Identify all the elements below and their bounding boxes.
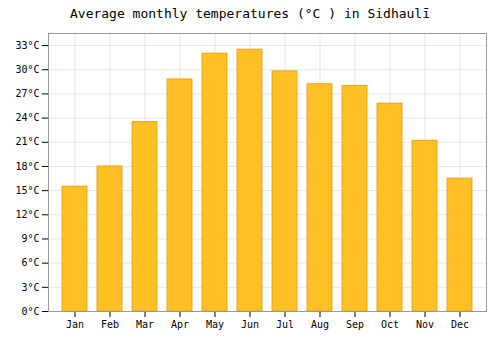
svg-text:May: May bbox=[206, 319, 224, 330]
html-text:Average monthly temperatures (: Average monthly temperatures (°C ) in Si… bbox=[70, 6, 430, 21]
svg-text:15°C: 15°C bbox=[15, 185, 39, 196]
svg-text:Nov: Nov bbox=[416, 319, 434, 330]
svg-text:Oct: Oct bbox=[381, 319, 399, 330]
svg-text:0°C: 0°C bbox=[21, 306, 39, 317]
svg-text:Apr: Apr bbox=[171, 319, 189, 330]
svg-text:3°C: 3°C bbox=[21, 282, 39, 293]
svg-text:9°C: 9°C bbox=[21, 233, 39, 244]
svg-text:Aug: Aug bbox=[311, 319, 329, 330]
svg-text:Mar: Mar bbox=[136, 319, 154, 330]
svg-text:Jun: Jun bbox=[241, 319, 259, 330]
svg-text:Jan: Jan bbox=[66, 319, 84, 330]
svg-text:Feb: Feb bbox=[101, 319, 119, 330]
svg-text:12°C: 12°C bbox=[15, 209, 39, 220]
svg-text:33°C: 33°C bbox=[15, 40, 39, 51]
svg-text:6°C: 6°C bbox=[21, 257, 39, 268]
svg-text:Jul: Jul bbox=[276, 319, 294, 330]
svg-text:Dec: Dec bbox=[451, 319, 469, 330]
svg-text:21°C: 21°C bbox=[15, 136, 39, 147]
svg-text:Sep: Sep bbox=[346, 319, 364, 330]
svg-text:18°C: 18°C bbox=[15, 161, 39, 172]
svg-text:24°C: 24°C bbox=[15, 112, 39, 123]
svg-text:27°C: 27°C bbox=[15, 88, 39, 99]
svg-text:30°C: 30°C bbox=[15, 64, 39, 75]
